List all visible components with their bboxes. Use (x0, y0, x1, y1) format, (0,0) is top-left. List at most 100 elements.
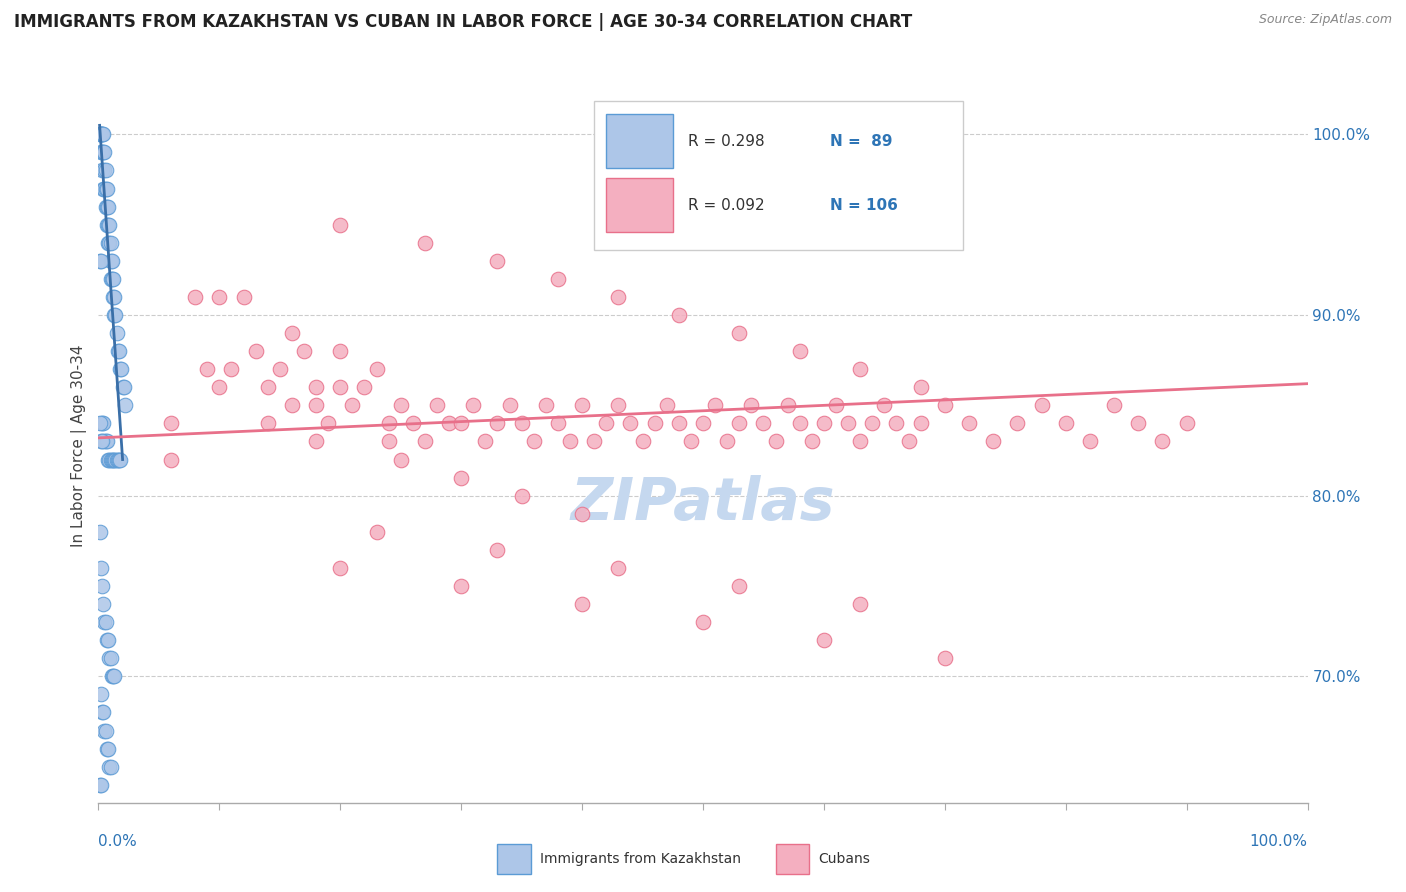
Point (195, 362, 218, 376)
Point (90, 128, 112, 142)
Point (1054, 417, 1077, 431)
Point (91, 145, 114, 160)
Point (103, 290, 125, 304)
Point (934, 651, 956, 665)
Point (90, 434, 112, 449)
Point (1078, 434, 1101, 449)
Point (91, 181, 114, 195)
Point (91, 597, 114, 611)
Point (607, 561, 630, 575)
Point (89, 253, 111, 268)
Point (100, 452, 122, 467)
Point (450, 470, 472, 484)
Point (98, 759, 121, 773)
Point (101, 290, 124, 304)
Point (91, 145, 114, 160)
Point (101, 669, 124, 683)
Point (97, 633, 120, 648)
Point (305, 434, 328, 449)
Point (789, 417, 811, 431)
Point (89, 128, 111, 142)
Point (91, 417, 114, 431)
Point (91, 128, 114, 142)
Point (100, 651, 122, 665)
Point (91, 579, 114, 593)
Point (111, 380, 134, 394)
Point (886, 417, 908, 431)
Point (607, 290, 630, 304)
Point (1128, 417, 1150, 431)
Point (1152, 434, 1174, 449)
Point (232, 290, 254, 304)
Text: R = 0.298: R = 0.298 (689, 134, 765, 149)
FancyBboxPatch shape (498, 844, 531, 874)
Point (813, 633, 835, 648)
Point (89, 524, 111, 539)
Point (583, 434, 606, 449)
Point (342, 398, 364, 412)
Point (100, 272, 122, 286)
Point (292, 344, 315, 359)
Point (90, 561, 112, 575)
Text: Source: ZipAtlas.com: Source: ZipAtlas.com (1258, 13, 1392, 27)
Point (897, 434, 920, 449)
Y-axis label: In Labor Force | Age 30-34: In Labor Force | Age 30-34 (72, 344, 87, 548)
Point (103, 452, 125, 467)
Point (105, 326, 128, 340)
Point (101, 272, 124, 286)
Point (108, 452, 131, 467)
Point (668, 308, 690, 322)
Point (849, 597, 872, 611)
Point (668, 417, 690, 431)
Point (692, 417, 714, 431)
Point (329, 344, 352, 359)
Point (486, 417, 509, 431)
Text: Immigrants from Kazakhstan: Immigrants from Kazakhstan (540, 852, 741, 866)
Point (1031, 398, 1053, 412)
Point (1102, 398, 1125, 412)
Point (101, 452, 124, 467)
Point (89, 128, 111, 142)
Point (571, 507, 593, 521)
Point (463, 398, 485, 412)
Point (100, 272, 122, 286)
Point (789, 344, 811, 359)
Point (595, 417, 617, 431)
Point (94, 200, 117, 214)
Point (329, 561, 352, 575)
Point (486, 542, 509, 557)
Text: ZIPatlas: ZIPatlas (571, 475, 835, 532)
Point (91, 128, 114, 142)
Point (752, 417, 775, 431)
Point (329, 218, 352, 232)
Point (547, 417, 569, 431)
Point (776, 398, 799, 412)
Point (377, 417, 399, 431)
Point (692, 615, 714, 629)
Point (704, 398, 727, 412)
Point (100, 669, 122, 683)
Point (631, 434, 654, 449)
Point (110, 362, 132, 376)
Point (366, 362, 388, 376)
Point (329, 380, 352, 394)
Point (837, 417, 859, 431)
Point (100, 253, 122, 268)
Point (849, 362, 872, 376)
Point (114, 398, 136, 412)
Point (571, 597, 593, 611)
Point (221, 362, 243, 376)
Point (366, 524, 388, 539)
Point (644, 417, 666, 431)
FancyBboxPatch shape (776, 844, 810, 874)
Point (849, 434, 872, 449)
FancyBboxPatch shape (595, 102, 963, 250)
Point (474, 434, 496, 449)
Point (389, 398, 412, 412)
Point (800, 434, 823, 449)
Point (91, 434, 114, 449)
Point (740, 398, 762, 412)
Point (450, 417, 472, 431)
Point (547, 272, 569, 286)
Text: R = 0.092: R = 0.092 (689, 198, 765, 213)
